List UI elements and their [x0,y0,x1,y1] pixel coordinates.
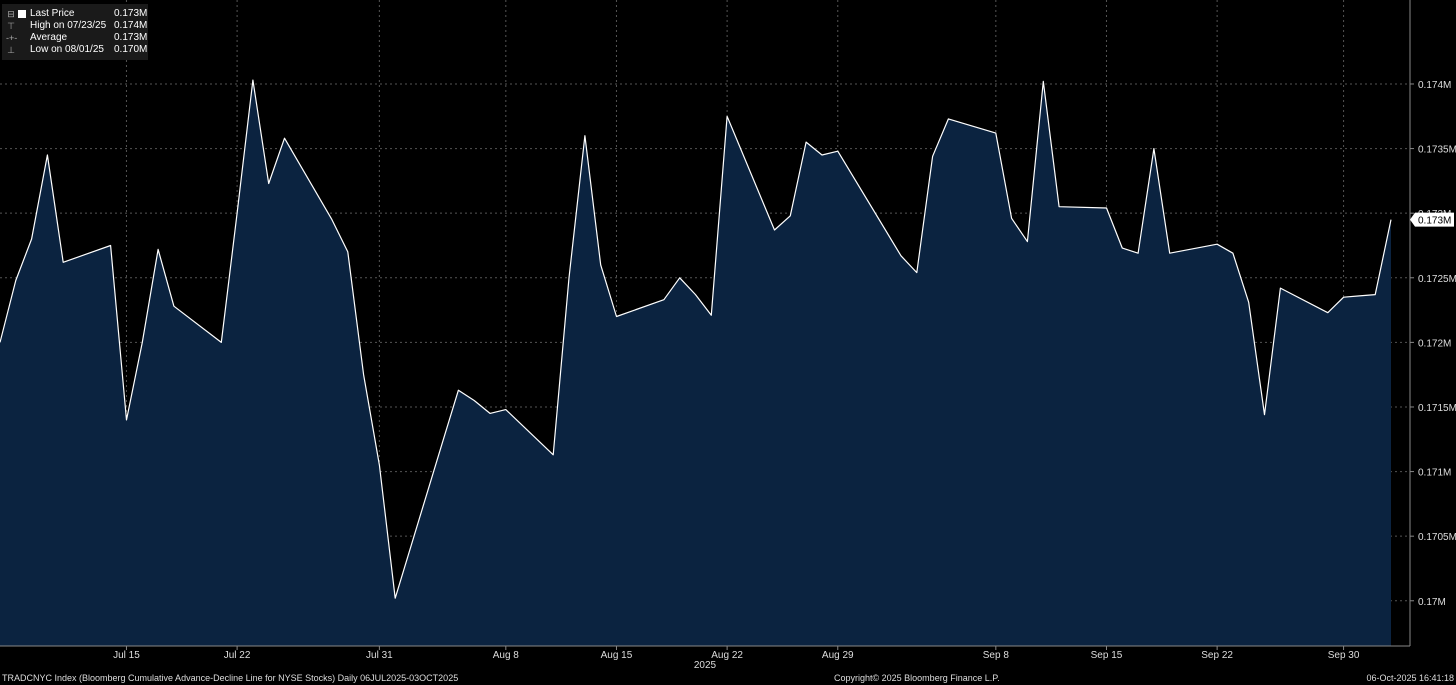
y-tick-label: 0.171M [1418,468,1451,479]
legend-label: Low on 08/01/25 [30,44,104,55]
last-price-swatch-icon [18,10,26,18]
legend-label: Average [30,32,68,43]
y-tick-label: 0.1715M [1418,403,1456,414]
y-tick-label: 0.1705M [1418,532,1456,543]
legend-value: 0.173M [114,32,148,43]
legend-row-low: ⊥ Low on 08/01/25 0.170M [6,44,148,56]
legend-row-last-price: ⊟ Last Price 0.173M [6,8,148,20]
average-marker-icon: ‑+‑ [6,33,18,43]
last-value-box [1410,212,1454,227]
x-tick-label: Sep 8 [983,650,1010,661]
x-tick-label: Jul 15 [113,650,140,661]
legend-value: 0.174M [114,20,148,31]
x-tick-label: Jul 22 [224,650,251,661]
y-tick-label: 0.174M [1418,80,1451,91]
y-tick-label: 0.1735M [1418,145,1456,156]
legend: ⊟ Last Price 0.173M ⊤ High on 07/23/25 0… [2,4,148,60]
x-tick-label: Aug 22 [711,650,743,661]
x-axis: Jul 15 Jul 22 Jul 31 Aug 8 Aug 15 Aug 22 Aug 2… [113,646,1360,661]
x-tick-label: Aug 15 [601,650,633,661]
x-tick-label: Aug 29 [822,650,854,661]
last-value-label: 0.173M [1418,216,1451,227]
series-line [0,79,1392,599]
y-axis: 0.17M 0.1705M 0.171M 0.1715M 0.172M 0.1725M 0.… [1410,80,1456,608]
high-marker-icon: ⊤ [7,21,15,31]
legend-row-high: ⊤ High on 07/23/25 0.174M [6,20,148,32]
series-area [0,80,1391,647]
legend-value: 0.173M [114,8,148,19]
footer-copyright: Copyright© 2025 Bloomberg Finance L.P. [834,673,1000,683]
x-tick-label: Sep 22 [1201,650,1233,661]
y-tick-label: 0.1725M [1418,274,1456,285]
footer-index-description: TRADCNYC Index (Bloomberg Cumulative Adv… [2,673,459,683]
low-marker-icon: ⊥ [7,45,15,55]
legend-row-average: ‑+‑ Average 0.173M [6,32,148,44]
footer-timestamp: 06-Oct-2025 16:41:18 [1366,673,1454,683]
x-tick-label: Sep 30 [1328,650,1360,661]
x-tick-label: Aug 8 [493,650,520,661]
y-tick-label: 0.172M [1418,338,1451,349]
legend-label: High on 07/23/25 [30,20,107,31]
collapse-icon[interactable]: ⊟ [7,9,15,19]
last-value-marker: 0.173M [1410,212,1454,227]
y-tick-label: 0.17M [1418,597,1446,608]
legend-value: 0.170M [114,44,148,55]
x-tick-label: Jul 31 [366,650,393,661]
x-axis-year-label: 2025 [694,660,717,671]
legend-label: Last Price [30,8,75,19]
x-tick-label: Sep 15 [1091,650,1123,661]
